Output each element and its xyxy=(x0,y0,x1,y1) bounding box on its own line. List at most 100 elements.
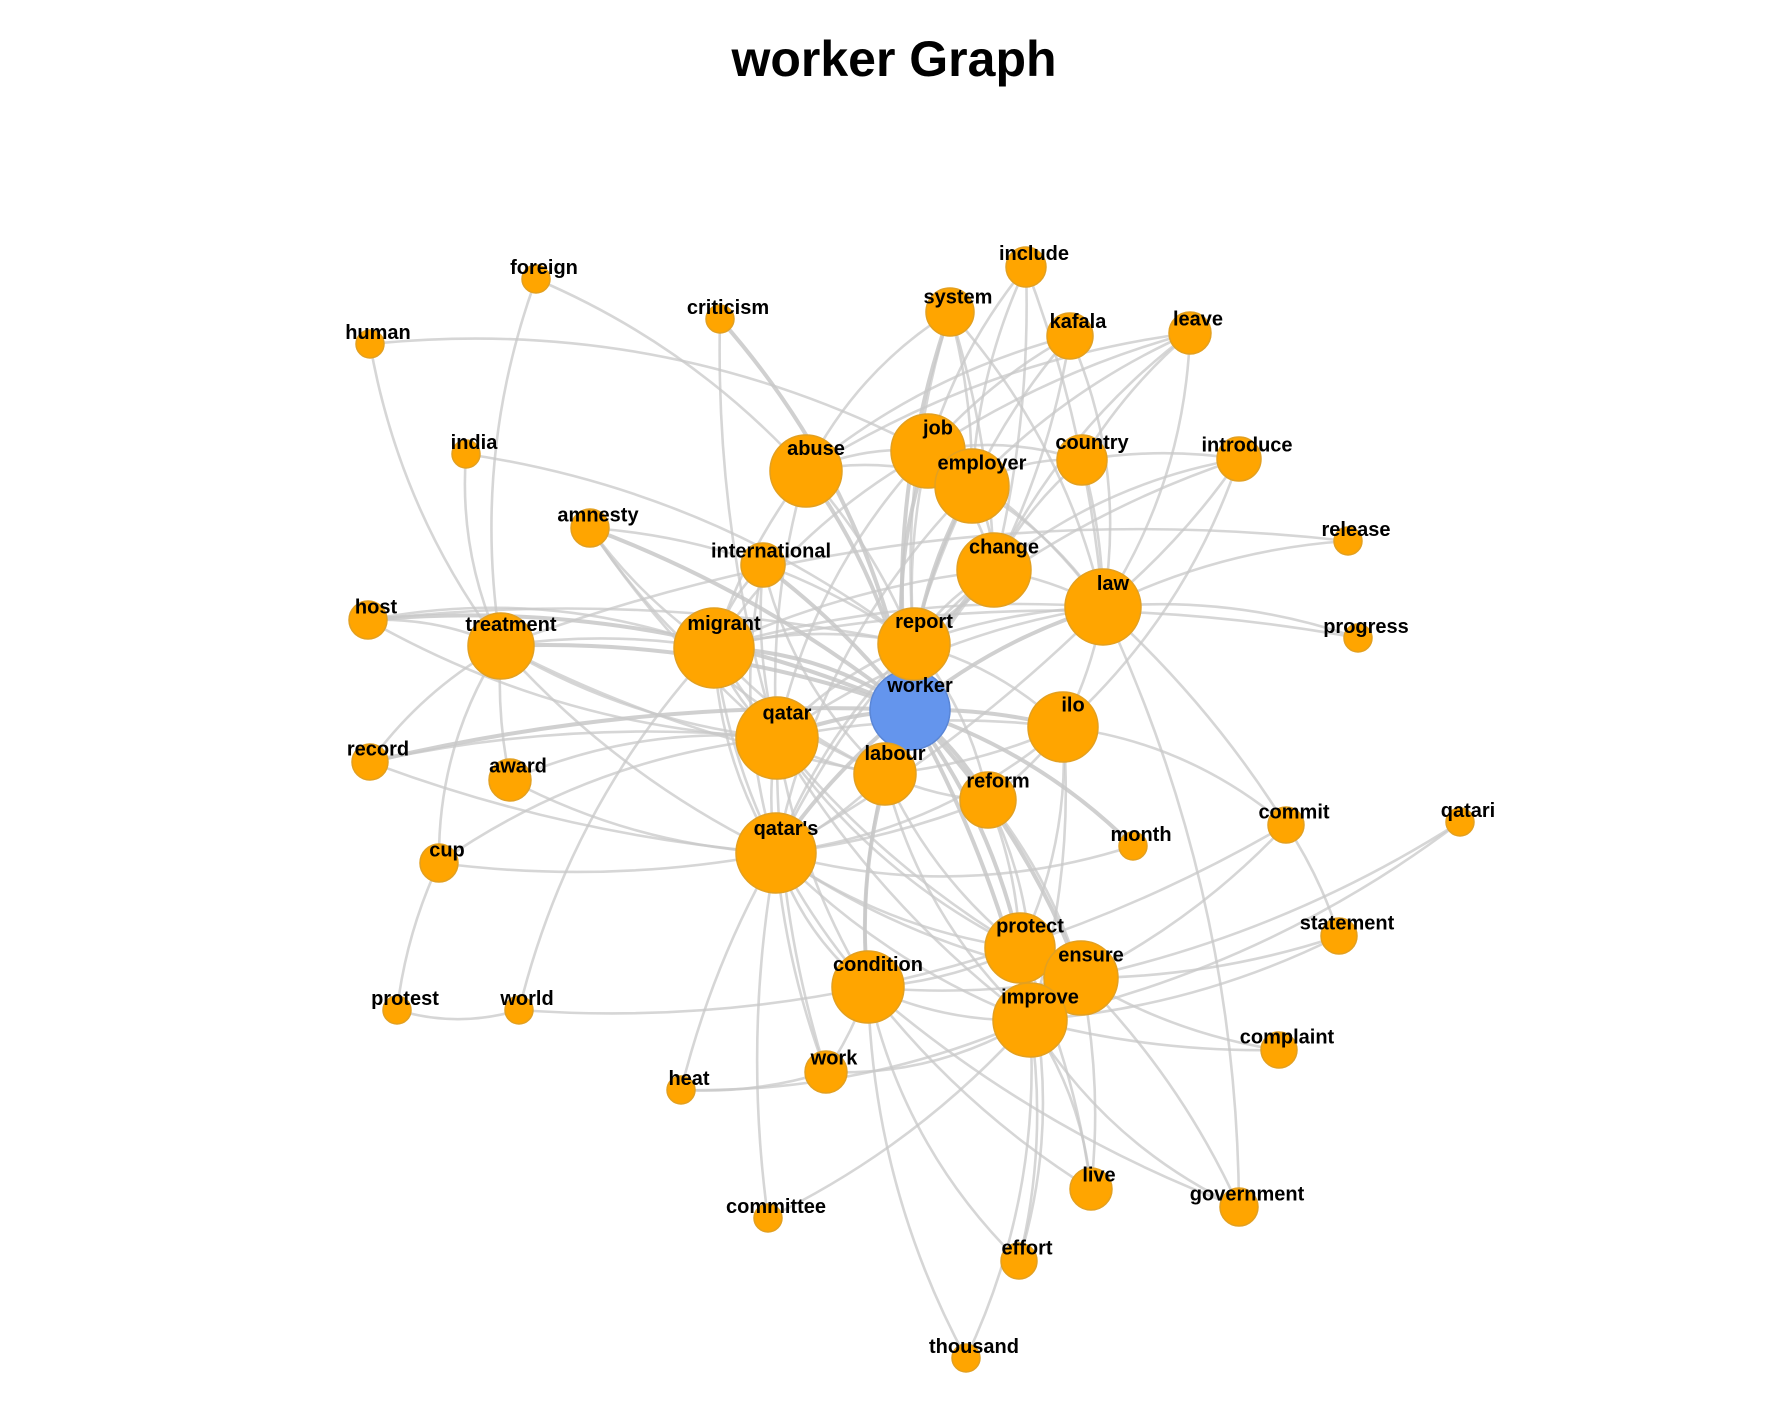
node-label-india: india xyxy=(451,432,499,454)
node-protest[interactable] xyxy=(382,995,412,1025)
node-law[interactable] xyxy=(1064,568,1142,646)
edge-migrant-protect xyxy=(712,646,1022,950)
edge-introduce-report xyxy=(912,457,1241,646)
node-label-release: release xyxy=(1322,519,1391,541)
node-complaint[interactable] xyxy=(1260,1031,1298,1069)
edge-condition-thousand xyxy=(866,985,968,1360)
edge-qatar-protect xyxy=(775,736,1022,950)
edge-qatar-cup xyxy=(437,736,779,865)
node-label-qatars: qatar's xyxy=(754,818,819,840)
node-label-qatar: qatar xyxy=(763,703,812,725)
node-label-labour: labour xyxy=(864,743,925,765)
edge-world-condition xyxy=(517,985,870,1015)
edge-cup-qatars xyxy=(437,851,778,874)
node-cup[interactable] xyxy=(419,843,459,883)
node-label-protect: protect xyxy=(996,915,1064,937)
edge-human-job xyxy=(368,337,930,453)
node-host[interactable] xyxy=(348,600,388,640)
node-employer[interactable] xyxy=(934,448,1010,524)
node-amnesty[interactable] xyxy=(570,508,610,548)
node-commit[interactable] xyxy=(1267,806,1305,844)
node-foreign[interactable] xyxy=(521,264,551,294)
node-world[interactable] xyxy=(504,995,534,1025)
node-label-job: job xyxy=(922,417,953,439)
node-qatar[interactable] xyxy=(735,696,819,780)
node-label-condition: condition xyxy=(833,954,923,976)
node-label-world: world xyxy=(499,988,553,1010)
node-live[interactable] xyxy=(1069,1167,1113,1211)
node-government[interactable] xyxy=(1219,1187,1259,1227)
node-kafala[interactable] xyxy=(1046,312,1094,360)
node-ensure[interactable] xyxy=(1043,940,1119,1016)
node-label-change: change xyxy=(969,536,1039,558)
node-migrant[interactable] xyxy=(673,607,755,689)
edge-protest-world xyxy=(395,1008,521,1021)
node-human[interactable] xyxy=(355,329,385,359)
node-label-host: host xyxy=(355,596,398,618)
node-heat[interactable] xyxy=(666,1075,696,1105)
edge-progress-migrant xyxy=(712,609,1360,650)
node-label-international: international xyxy=(711,540,831,562)
node-country[interactable] xyxy=(1056,434,1108,486)
node-effort[interactable] xyxy=(1000,1242,1038,1280)
node-label-statement: statement xyxy=(1300,913,1395,935)
node-label-commit: commit xyxy=(1258,802,1329,824)
node-qatars[interactable] xyxy=(735,812,817,894)
node-month[interactable] xyxy=(1118,831,1148,861)
node-international[interactable] xyxy=(740,542,786,588)
node-statement[interactable] xyxy=(1320,917,1358,955)
edge-treatment-qatars xyxy=(499,644,778,855)
node-label-employer: employer xyxy=(938,452,1027,474)
node-record[interactable] xyxy=(351,743,389,781)
node-label-protest: protest xyxy=(371,988,439,1010)
node-thousand[interactable] xyxy=(951,1343,981,1373)
node-criticism[interactable] xyxy=(705,304,735,334)
node-label-ilo: ilo xyxy=(1061,694,1084,716)
node-release[interactable] xyxy=(1333,526,1363,556)
node-condition[interactable] xyxy=(831,950,905,1024)
edge-change-qatars xyxy=(774,568,996,855)
node-label-month: month xyxy=(1110,824,1171,846)
node-system[interactable] xyxy=(925,287,975,337)
node-india[interactable] xyxy=(451,439,481,469)
node-qatari[interactable] xyxy=(1445,807,1475,837)
node-label-ensure: ensure xyxy=(1058,944,1124,966)
node-abuse[interactable] xyxy=(769,434,843,508)
graph-title: worker Graph xyxy=(731,31,1057,87)
node-label-law: law xyxy=(1097,573,1130,595)
node-progress[interactable] xyxy=(1343,623,1373,653)
node-change[interactable] xyxy=(956,532,1032,608)
edge-month-qatars xyxy=(774,844,1135,878)
node-label-amnesty: amnesty xyxy=(557,504,639,526)
node-protect[interactable] xyxy=(984,912,1056,984)
node-work[interactable] xyxy=(804,1050,848,1094)
node-treatment[interactable] xyxy=(467,612,535,680)
edge-ilo-improve xyxy=(1028,725,1068,1022)
node-label-kafala: kafala xyxy=(1050,311,1108,333)
edge-worker-ensure xyxy=(908,708,1083,980)
node-labour[interactable] xyxy=(853,742,917,806)
edge-foreign-treatment xyxy=(490,277,538,648)
node-label-complaint: complaint xyxy=(1240,1027,1335,1049)
node-label-worker: worker xyxy=(886,675,953,697)
nodes-layer xyxy=(348,246,1475,1373)
edge-qatar-record xyxy=(368,730,779,764)
node-committee[interactable] xyxy=(753,1203,783,1233)
edge-job-qatar xyxy=(775,449,930,740)
node-include[interactable] xyxy=(1005,246,1047,288)
node-label-introduce: introduce xyxy=(1201,434,1292,456)
node-reform[interactable] xyxy=(959,771,1017,829)
node-label-effort: effort xyxy=(1001,1238,1052,1260)
node-report[interactable] xyxy=(877,607,951,681)
node-label-cup: cup xyxy=(429,839,465,861)
node-leave[interactable] xyxy=(1168,311,1212,355)
edge-condition-effort xyxy=(866,985,1021,1263)
node-award[interactable] xyxy=(488,758,532,802)
node-label-progress: progress xyxy=(1323,616,1409,638)
node-improve[interactable] xyxy=(992,982,1068,1058)
edge-criticism-qatar xyxy=(718,317,779,740)
node-introduce[interactable] xyxy=(1216,436,1262,482)
node-ilo[interactable] xyxy=(1027,691,1099,763)
edge-worker-record xyxy=(368,706,912,764)
